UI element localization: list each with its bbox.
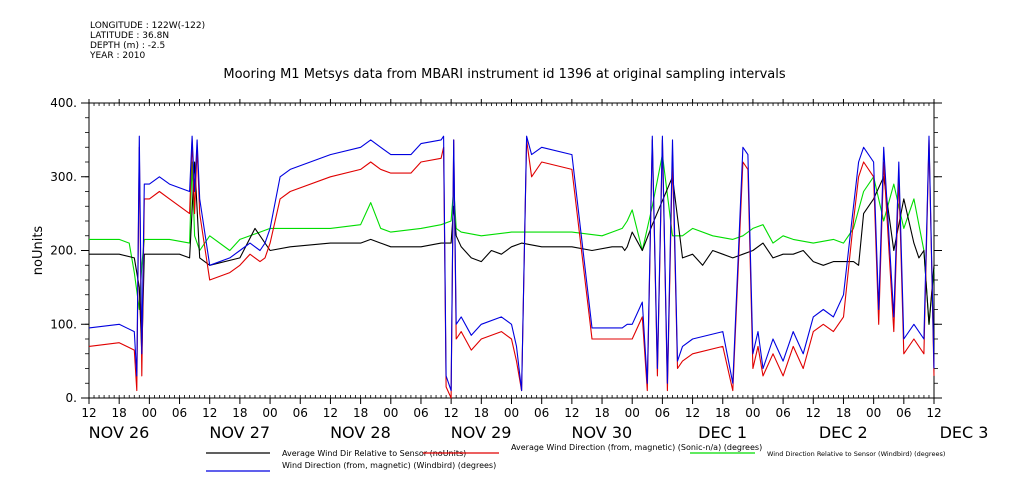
x-tick-label: 00 [383, 406, 398, 420]
x-tick-label: 12 [926, 406, 941, 420]
legend-label-0: Average Wind Dir Relative to Sensor (noU… [282, 449, 466, 458]
series-line-0 [89, 161, 935, 355]
x-date-label: NOV 30 [572, 423, 633, 442]
x-tick-label: 00 [504, 406, 519, 420]
x-date-label: NOV 27 [209, 423, 270, 442]
x-tick-label: 18 [112, 406, 127, 420]
x-tick-label: 00 [142, 406, 157, 420]
x-tick-label: 18 [474, 406, 489, 420]
x-tick-label: 06 [896, 406, 911, 420]
x-tick-label: 06 [534, 406, 549, 420]
x-tick-label: 12 [202, 406, 217, 420]
legend-label-1: Average Wind Direction (from, magnetic) … [511, 443, 762, 452]
x-date-label: DEC 2 [819, 423, 868, 442]
x-tick-label: 18 [836, 406, 851, 420]
x-tick-label: 06 [775, 406, 790, 420]
x-tick-label: 06 [172, 406, 187, 420]
y-tick-label: 400. [50, 96, 77, 110]
series-line-2 [89, 154, 935, 325]
x-tick-label: 12 [81, 406, 96, 420]
x-tick-label: 18 [353, 406, 368, 420]
y-axis-label: noUnits [31, 226, 46, 276]
y-tick-label: 300. [50, 170, 77, 184]
series-line-1 [88, 139, 935, 399]
x-tick-label: 00 [745, 406, 760, 420]
chart-title: Mooring M1 Metsys data from MBARI instru… [223, 67, 786, 82]
metadata-block: LONGITUDE : 122W(-122) LATITUDE : 36.8N … [90, 21, 205, 61]
x-tick-label: 06 [655, 406, 670, 420]
latitude-text: LATITUDE : 36.8N [90, 31, 170, 41]
x-date-label: DEC 1 [698, 423, 747, 442]
x-tick-label: 18 [232, 406, 247, 420]
x-tick-label: 06 [413, 406, 428, 420]
x-tick-label: 18 [594, 406, 609, 420]
x-tick-label: 12 [564, 406, 579, 420]
x-date-label: NOV 26 [89, 423, 150, 442]
y-tick-label: 0. [66, 391, 77, 405]
y-tick-label: 200. [50, 244, 77, 258]
x-tick-label: 00 [262, 406, 277, 420]
x-date-label: NOV 29 [451, 423, 512, 442]
x-tick-label: 00 [625, 406, 640, 420]
depth-text: DEPTH (m) : -2.5 [90, 41, 166, 51]
x-date-label: NOV 28 [330, 423, 391, 442]
x-tick-label: 12 [685, 406, 700, 420]
legend-label-3: Wind Direction (from, magnetic) (Windbir… [282, 461, 496, 470]
y-tick-label: 100. [50, 317, 77, 331]
x-date-label: DEC 3 [940, 423, 989, 442]
legend-label-2: Wind Direction Relative to Sensor (Windb… [767, 450, 945, 458]
longitude-text: LONGITUDE : 122W(-122) [90, 21, 206, 31]
x-tick-label: 18 [715, 406, 730, 420]
x-tick-label: 12 [444, 406, 459, 420]
x-tick-label: 06 [293, 406, 308, 420]
x-tick-label: 00 [866, 406, 881, 420]
year-text: YEAR : 2010 [90, 51, 146, 61]
series-line-3 [88, 135, 935, 392]
x-tick-label: 12 [806, 406, 821, 420]
x-tick-label: 12 [323, 406, 338, 420]
